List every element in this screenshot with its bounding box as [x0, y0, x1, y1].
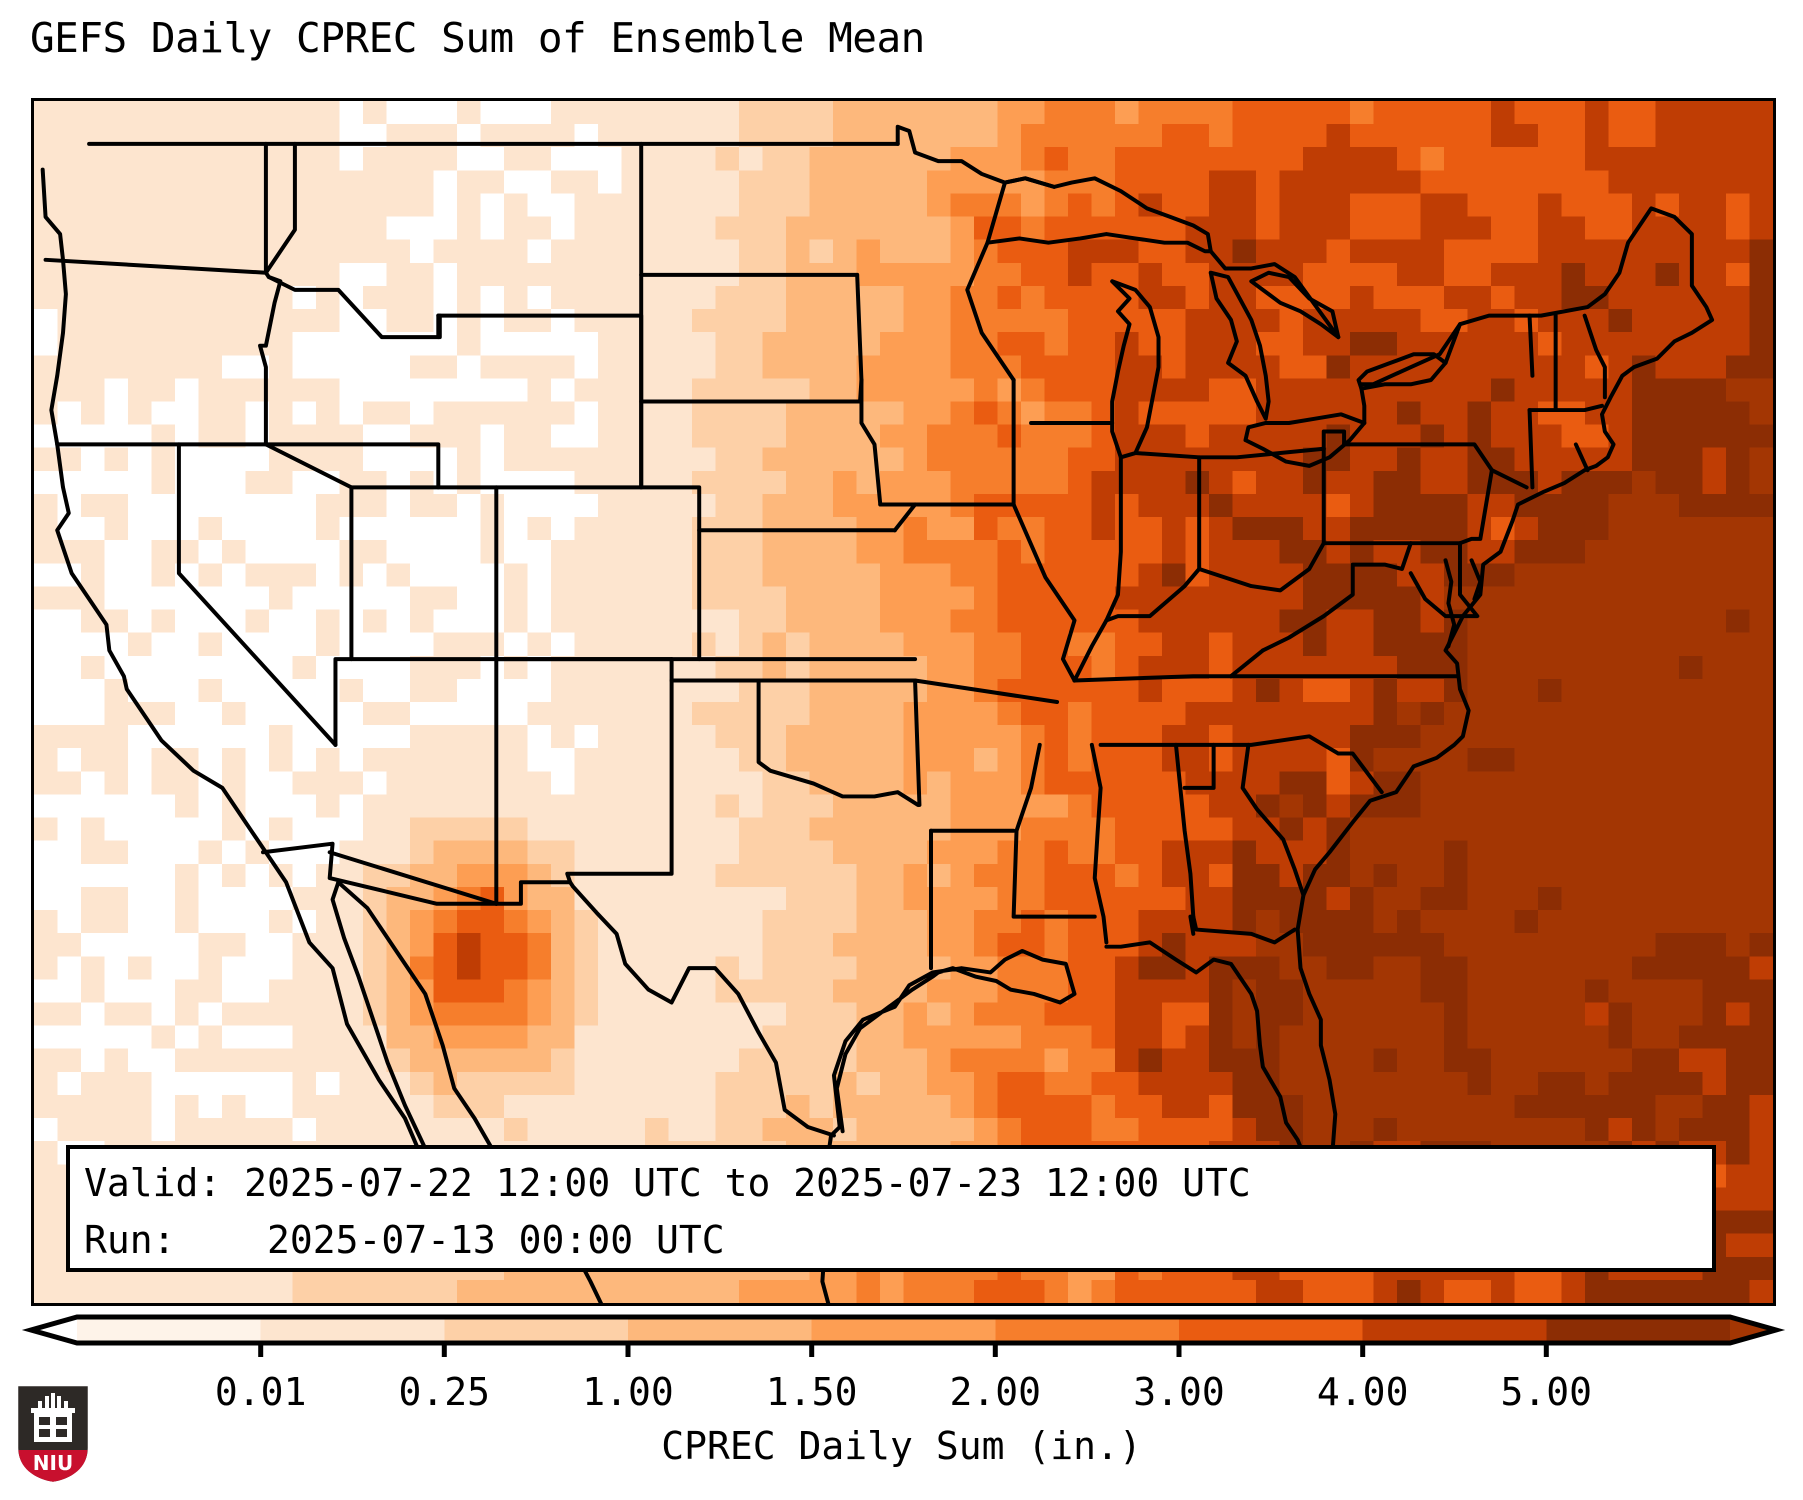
- niu-logo: NIU: [14, 1382, 92, 1486]
- map-axes[interactable]: [31, 98, 1776, 1306]
- colorbar-tick-label: 0.25: [398, 1370, 491, 1414]
- colorbar-ticks: [258, 1343, 1549, 1357]
- page-title: GEFS Daily CPREC Sum of Ensemble Mean: [30, 14, 925, 62]
- colorbar-svg: [21, 1314, 1786, 1357]
- colorbar-axis-label: CPREC Daily Sum (in.): [661, 1424, 1142, 1468]
- niu-shield-icon: NIU: [15, 1383, 91, 1485]
- shield-red-band: [18, 1449, 88, 1482]
- colorbar-tick-label: 0.01: [214, 1370, 307, 1414]
- colorbar-tick-label: 1.00: [582, 1370, 674, 1414]
- colorbar-tick-label: 4.00: [1316, 1370, 1409, 1414]
- precipitation-heatmap: [34, 101, 1773, 1303]
- colorbar-tick-label: 5.00: [1500, 1370, 1593, 1414]
- run-time-text: Run: 2025-07-13 00:00 UTC: [84, 1218, 725, 1262]
- colorbar: [21, 1313, 1786, 1359]
- colorbar-tick-label: 1.50: [765, 1370, 858, 1414]
- valid-run-annotation: Valid: 2025-07-22 12:00 UTC to 2025-07-2…: [66, 1145, 1716, 1272]
- colorbar-tick-label: 2.00: [949, 1370, 1042, 1414]
- colorbar-frame: [21, 1314, 1786, 1346]
- colorbar-tick-label: 3.00: [1133, 1370, 1225, 1414]
- valid-time-text: Valid: 2025-07-22 12:00 UTC to 2025-07-2…: [84, 1161, 1251, 1205]
- colorbar-bands: [31, 1317, 1776, 1343]
- colorbar-tick-labels: 0.01 0.25 1.00 1.50 2.00 3.00 4.00 5.00: [0, 1370, 1803, 1418]
- tower-windows: [39, 1417, 67, 1437]
- niu-logo-text: NIU: [33, 1451, 73, 1475]
